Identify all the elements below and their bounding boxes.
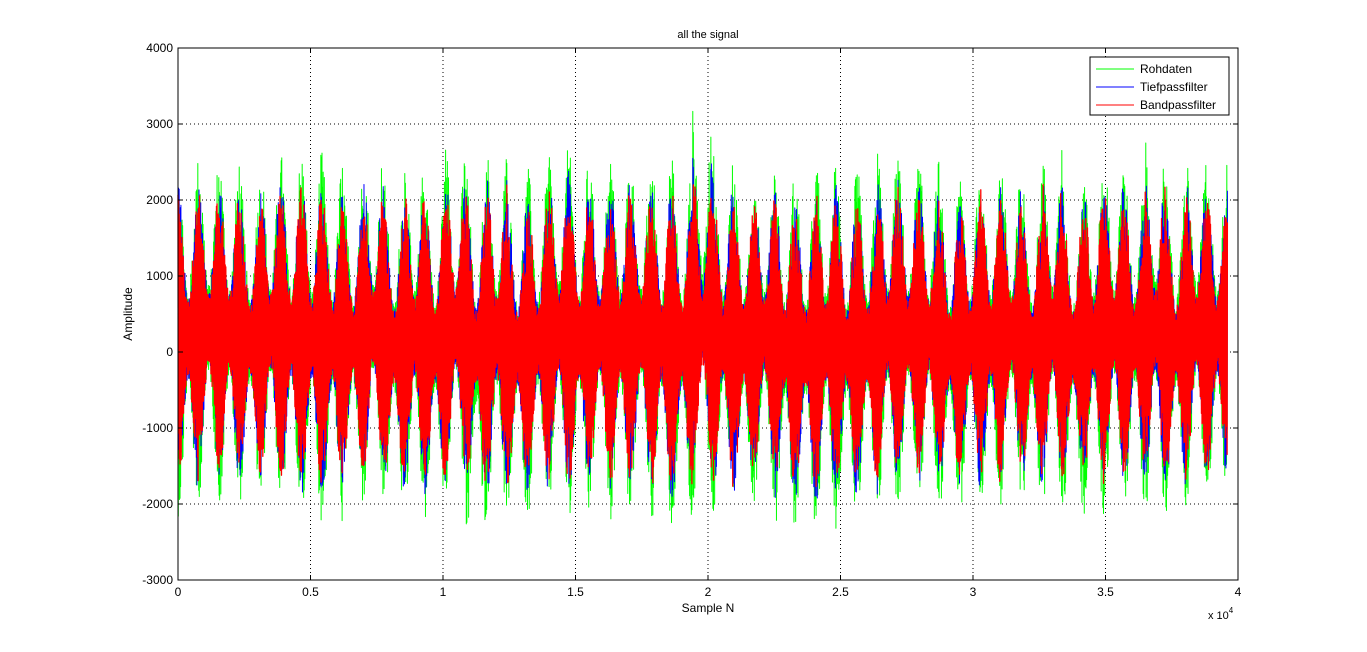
x-tick-label: 2	[705, 585, 712, 599]
x-axis-label: Sample N	[682, 601, 735, 615]
y-tick-label: -1000	[142, 421, 173, 435]
chart-title: all the signal	[677, 29, 738, 41]
x-axis-multiplier: x 104	[1208, 606, 1234, 622]
x-multiplier-exponent: 4	[1229, 606, 1234, 615]
y-tick-label: 2000	[146, 193, 173, 207]
y-tick-label: 0	[166, 345, 173, 359]
x-tick-label: 4	[1235, 585, 1242, 599]
x-tick-label: 1	[440, 585, 447, 599]
x-multiplier-base: x 10	[1208, 610, 1229, 622]
y-tick-label: -3000	[142, 573, 173, 587]
series-line-rohdaten	[177, 110, 1228, 529]
legend: Rohdaten Tiefpassfilter Bandpassfilter	[1089, 56, 1230, 116]
legend-label-rohdaten: Rohdaten	[1140, 62, 1192, 76]
legend-label-tiefpassfilter: Tiefpassfilter	[1140, 80, 1208, 94]
x-tick-label: 0	[175, 585, 182, 599]
series-layer	[177, 110, 1229, 529]
y-axis-label: Amplitude	[121, 287, 135, 341]
y-tick-label: 4000	[146, 41, 173, 55]
x-tick-label: 2.5	[832, 585, 849, 599]
x-tick-label: 0.5	[302, 585, 319, 599]
x-tick-label: 3	[970, 585, 977, 599]
series-line-bandpassfilter	[177, 183, 1229, 488]
y-tick-label: 3000	[146, 117, 173, 131]
y-tick-label: -2000	[142, 497, 173, 511]
y-tick-label: 1000	[146, 269, 173, 283]
x-tick-label: 1.5	[567, 585, 584, 599]
tick-marks	[177, 47, 1239, 581]
x-tick-label: 3.5	[1097, 585, 1114, 599]
legend-label-bandpassfilter: Bandpassfilter	[1140, 98, 1216, 112]
